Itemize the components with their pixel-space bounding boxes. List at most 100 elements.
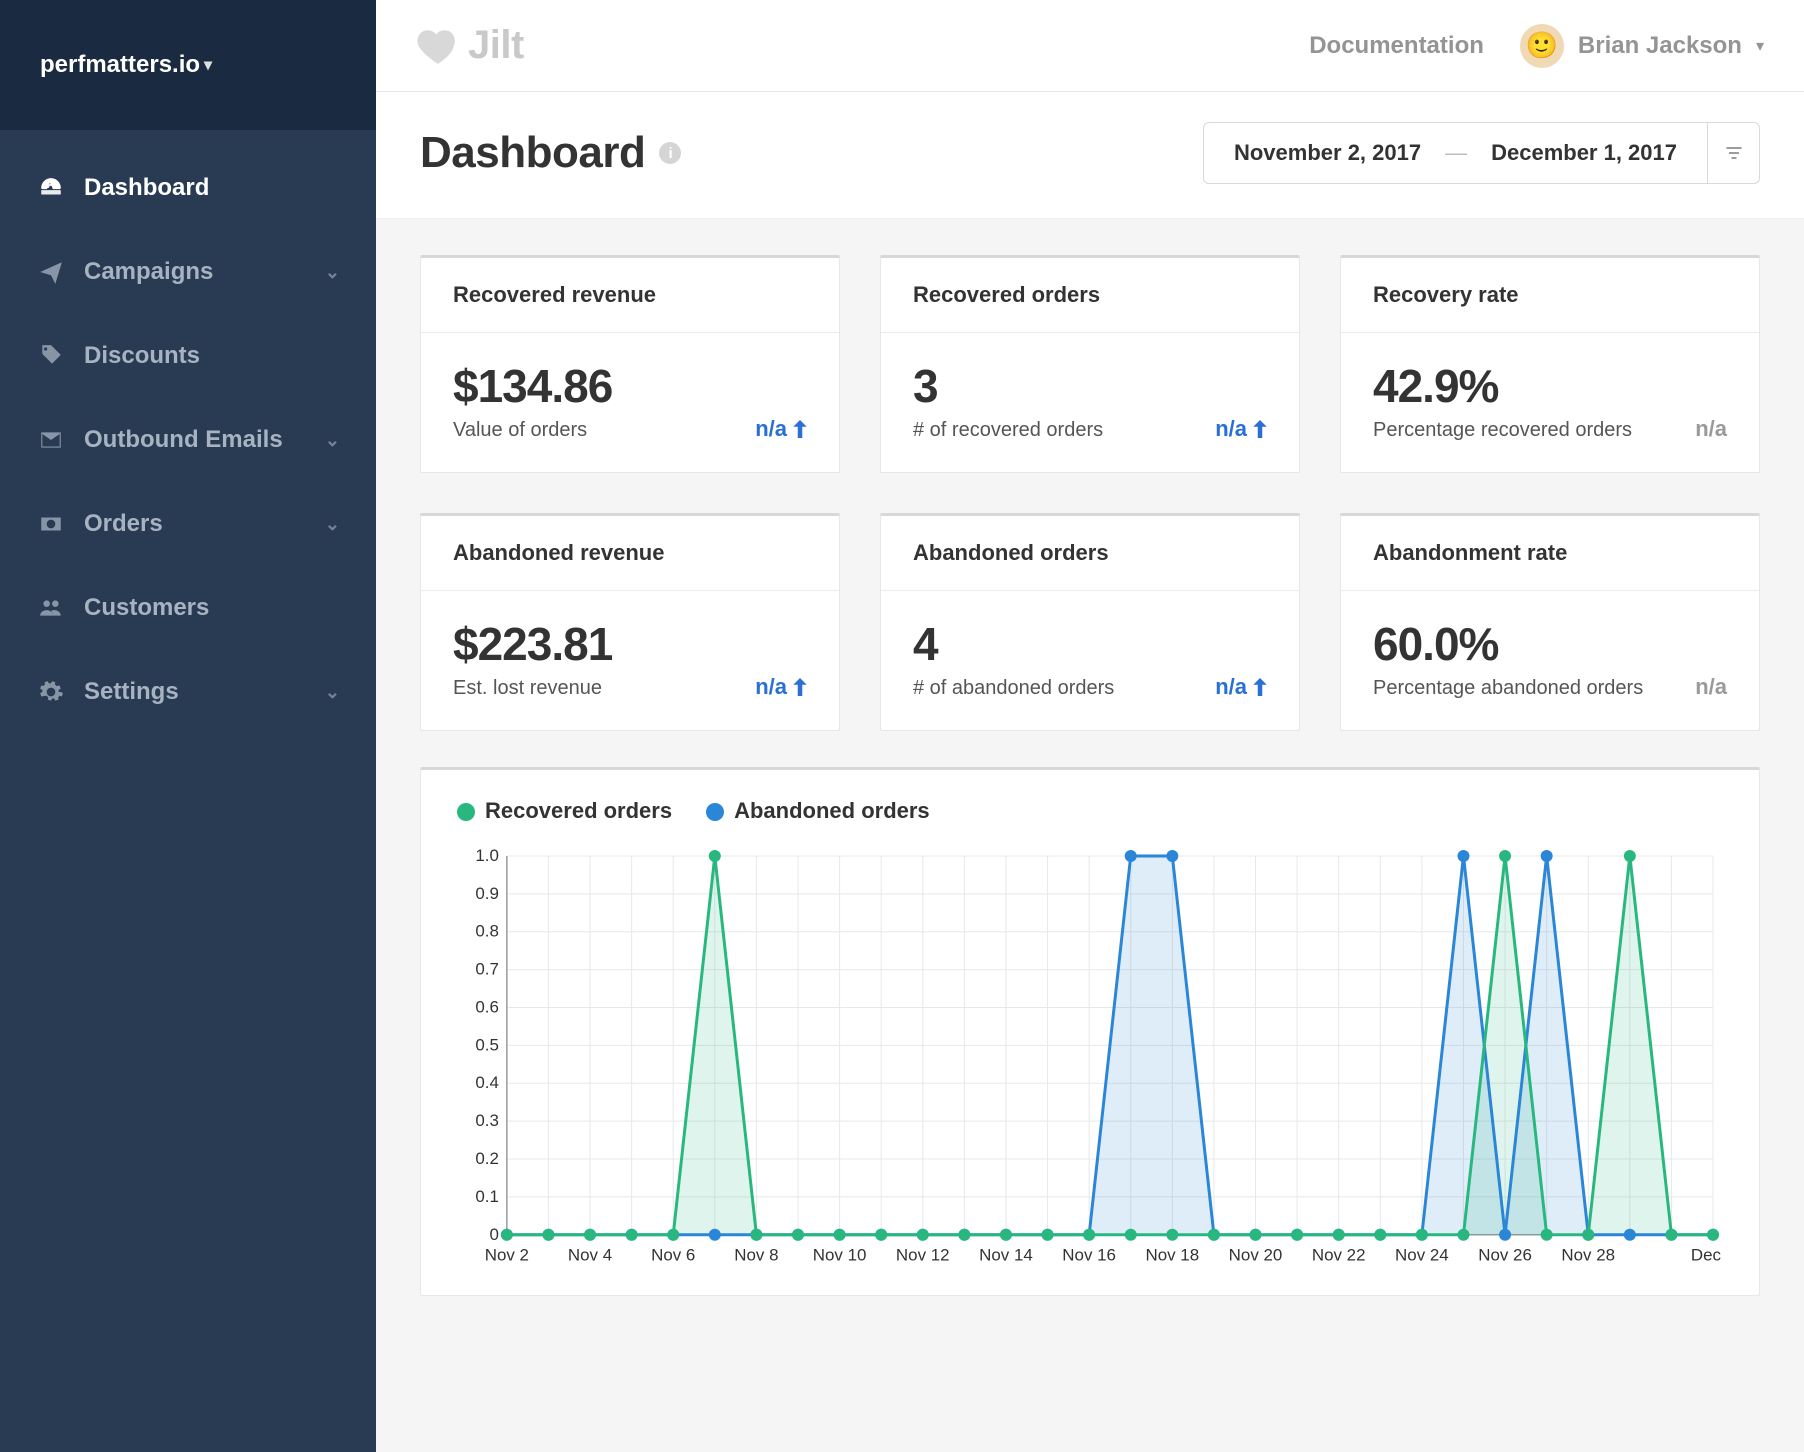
svg-text:Nov 28: Nov 28 — [1561, 1246, 1615, 1265]
content: Recovered revenue $134.86 Value of order… — [376, 219, 1804, 1452]
svg-text:0: 0 — [489, 1225, 498, 1244]
card-value: $223.81 — [453, 617, 807, 671]
svg-text:Nov 4: Nov 4 — [568, 1246, 612, 1265]
caret-down-icon: ▾ — [1756, 36, 1764, 56]
chevron-down-icon: ⌄ — [325, 682, 340, 703]
legend-label: Abandoned orders — [734, 798, 930, 823]
legend-item[interactable]: Abandoned orders — [706, 798, 930, 824]
avatar: 🙂 — [1520, 24, 1564, 68]
svg-text:0.3: 0.3 — [475, 1111, 499, 1130]
card-value: 42.9% — [1373, 359, 1727, 413]
sidebar: perfmatters.io ▾ Dashboard Campaigns ⌄ D… — [0, 0, 376, 1452]
info-icon[interactable]: i — [659, 142, 681, 164]
user-name: Brian Jackson — [1578, 32, 1742, 60]
card-subtitle: # of recovered orders — [913, 419, 1267, 442]
caret-down-icon: ▾ — [204, 55, 212, 75]
card-value: $134.86 — [453, 359, 807, 413]
date-to: December 1, 2017 — [1491, 140, 1677, 166]
mail-icon — [36, 425, 66, 455]
chevron-down-icon: ⌄ — [325, 262, 340, 283]
date-dash: — — [1445, 140, 1467, 166]
nav-item-orders[interactable]: Orders ⌄ — [0, 482, 376, 566]
nav: Dashboard Campaigns ⌄ Discounts Outbound… — [0, 130, 376, 734]
svg-text:0.5: 0.5 — [475, 1035, 499, 1054]
chart-legend: Recovered orders Abandoned orders — [421, 770, 1759, 836]
cash-icon — [36, 509, 66, 539]
svg-text:Nov 18: Nov 18 — [1145, 1246, 1199, 1265]
user-menu[interactable]: 🙂 Brian Jackson ▾ — [1520, 24, 1764, 68]
card-delta: n/a — [1215, 416, 1267, 442]
nav-item-dashboard[interactable]: Dashboard — [0, 146, 376, 230]
card-title: Recovery rate — [1341, 258, 1759, 333]
svg-text:Nov 20: Nov 20 — [1229, 1246, 1283, 1265]
svg-text:0.1: 0.1 — [475, 1187, 499, 1206]
page-title-text: Dashboard — [420, 128, 645, 178]
card-subtitle: Percentage abandoned orders — [1373, 677, 1727, 700]
svg-text:Nov 12: Nov 12 — [896, 1246, 950, 1265]
users-icon — [36, 593, 66, 623]
page-title: Dashboard i — [420, 128, 681, 178]
card-delta: n/a — [1695, 416, 1727, 442]
nav-label: Orders — [84, 510, 163, 538]
card-title: Recovered revenue — [421, 258, 839, 333]
card-delta: n/a — [1215, 674, 1267, 700]
metric-card: Recovered revenue $134.86 Value of order… — [420, 255, 840, 473]
date-range-picker[interactable]: November 2, 2017 — December 1, 2017 — [1203, 122, 1708, 184]
nav-label: Outbound Emails — [84, 426, 283, 454]
svg-text:Dec 1: Dec 1 — [1691, 1246, 1723, 1265]
tag-icon — [36, 341, 66, 371]
documentation-link[interactable]: Documentation — [1309, 32, 1484, 60]
nav-item-discounts[interactable]: Discounts — [0, 314, 376, 398]
svg-text:Nov 8: Nov 8 — [734, 1246, 778, 1265]
nav-item-settings[interactable]: Settings ⌄ — [0, 650, 376, 734]
chart-card: Recovered orders Abandoned orders 0 0.1 0.2… — [420, 767, 1760, 1296]
nav-item-customers[interactable]: Customers — [0, 566, 376, 650]
page-header: Dashboard i November 2, 2017 — December … — [376, 92, 1804, 219]
legend-dot — [457, 803, 475, 821]
filter-button[interactable] — [1708, 122, 1760, 184]
metric-card: Abandoned revenue $223.81 Est. lost reve… — [420, 513, 840, 731]
metric-card: Recovered orders 3 # of recovered orders… — [880, 255, 1300, 473]
card-title: Abandonment rate — [1341, 516, 1759, 591]
date-from: November 2, 2017 — [1234, 140, 1421, 166]
org-switcher[interactable]: perfmatters.io ▾ — [0, 0, 376, 130]
metric-card: Recovery rate 42.9% Percentage recovered… — [1340, 255, 1760, 473]
card-delta: n/a — [1695, 674, 1727, 700]
card-subtitle: Value of orders — [453, 419, 807, 442]
nav-label: Campaigns — [84, 258, 213, 286]
brand-text: Jilt — [468, 23, 524, 68]
metric-cards: Recovered revenue $134.86 Value of order… — [420, 255, 1760, 731]
card-delta: n/a — [755, 674, 807, 700]
dashboard-icon — [36, 173, 66, 203]
card-subtitle: Est. lost revenue — [453, 677, 807, 700]
legend-item[interactable]: Recovered orders — [457, 798, 672, 824]
nav-item-outbound-emails[interactable]: Outbound Emails ⌄ — [0, 398, 376, 482]
card-value: 3 — [913, 359, 1267, 413]
gear-icon — [36, 677, 66, 707]
plane-icon — [36, 257, 66, 287]
svg-text:1.0: 1.0 — [475, 846, 499, 865]
svg-text:Nov 6: Nov 6 — [651, 1246, 695, 1265]
metric-card: Abandonment rate 60.0% Percentage abando… — [1340, 513, 1760, 731]
card-value: 60.0% — [1373, 617, 1727, 671]
org-name: perfmatters.io — [40, 51, 200, 79]
svg-text:Nov 2: Nov 2 — [485, 1246, 529, 1265]
svg-text:0.2: 0.2 — [475, 1149, 499, 1168]
chevron-down-icon: ⌄ — [325, 514, 340, 535]
svg-text:Nov 10: Nov 10 — [813, 1246, 867, 1265]
nav-label: Settings — [84, 678, 179, 706]
svg-text:Nov 22: Nov 22 — [1312, 1246, 1366, 1265]
card-title: Abandoned revenue — [421, 516, 839, 591]
svg-text:Nov 24: Nov 24 — [1395, 1246, 1449, 1265]
orders-chart: 00.10.20.30.40.50.60.70.80.91.0Nov 2Nov … — [457, 846, 1723, 1275]
nav-label: Customers — [84, 594, 209, 622]
card-title: Recovered orders — [881, 258, 1299, 333]
chart-wrap: 00.10.20.30.40.50.60.70.80.91.0Nov 2Nov … — [421, 836, 1759, 1295]
svg-text:0.6: 0.6 — [475, 997, 499, 1016]
chevron-down-icon: ⌄ — [325, 430, 340, 451]
svg-text:Nov 14: Nov 14 — [979, 1246, 1033, 1265]
card-subtitle: # of abandoned orders — [913, 677, 1267, 700]
card-delta: n/a — [755, 416, 807, 442]
topbar: Jilt Documentation 🙂 Brian Jackson ▾ — [376, 0, 1804, 92]
nav-item-campaigns[interactable]: Campaigns ⌄ — [0, 230, 376, 314]
